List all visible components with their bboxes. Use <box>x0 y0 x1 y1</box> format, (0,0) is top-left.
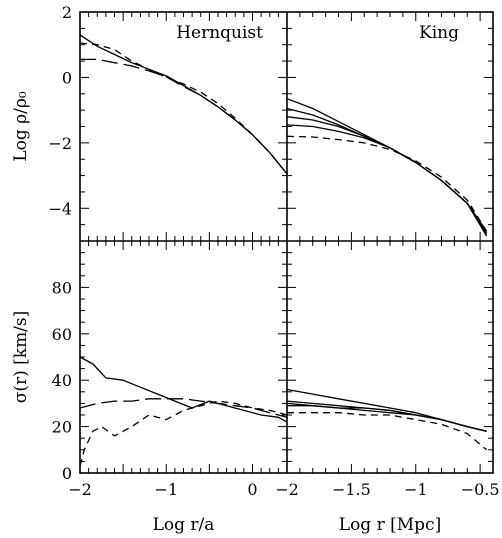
y-tick-label: −2 <box>48 134 72 153</box>
x-axis-title-bottom-left: Log r/a <box>153 515 215 535</box>
axes-layer <box>79 11 494 474</box>
series-line-bottom-right-5 <box>287 412 488 451</box>
panel-label-top-right: King <box>419 23 459 43</box>
y-tick-label: 0 <box>62 464 72 483</box>
series-line-bottom-right-4 <box>287 405 487 432</box>
series-line-bottom-left-2 <box>79 398 288 418</box>
series-line-top-left-2 <box>79 42 288 175</box>
y-axis-title-top-left: Log ρ/ρ₀ <box>11 91 31 162</box>
series-line-top-right-4 <box>286 124 488 237</box>
x-tick-label: −1 <box>154 480 178 499</box>
x-tick-label: −1 <box>404 480 428 499</box>
y-tick-label: 2 <box>62 3 72 22</box>
y-tick-label: 0 <box>62 68 72 87</box>
x-tick-label: −1.5 <box>332 480 371 499</box>
y-axis-title-bottom-left: σ(r) [km/s] <box>11 311 31 404</box>
x-tick-label: 0 <box>247 480 257 499</box>
x-tick-label: −0.5 <box>461 480 500 499</box>
x-tick-label: −2 <box>68 480 92 499</box>
series-line-bottom-left-1 <box>79 356 288 423</box>
y-tick-label: 20 <box>52 418 72 437</box>
y-tick-label: −4 <box>48 199 72 218</box>
series-line-top-left-3 <box>80 58 288 175</box>
series-line-top-right-5 <box>286 135 488 232</box>
series-line-top-left-1 <box>79 34 288 175</box>
y-tick-label: 60 <box>52 325 72 344</box>
y-tick-label: 80 <box>52 278 72 297</box>
series-line-top-right-3 <box>286 116 488 235</box>
series-layer <box>79 34 488 467</box>
x-axis-title-bottom-right: Log r [Mpc] <box>339 515 441 535</box>
y-tick-label: 40 <box>52 371 72 390</box>
panel-label-top-left: Hernquist <box>176 23 263 43</box>
series-line-bottom-left-3 <box>79 400 288 467</box>
series-line-top-right-1 <box>286 98 488 232</box>
x-tick-label: −2 <box>275 480 299 499</box>
